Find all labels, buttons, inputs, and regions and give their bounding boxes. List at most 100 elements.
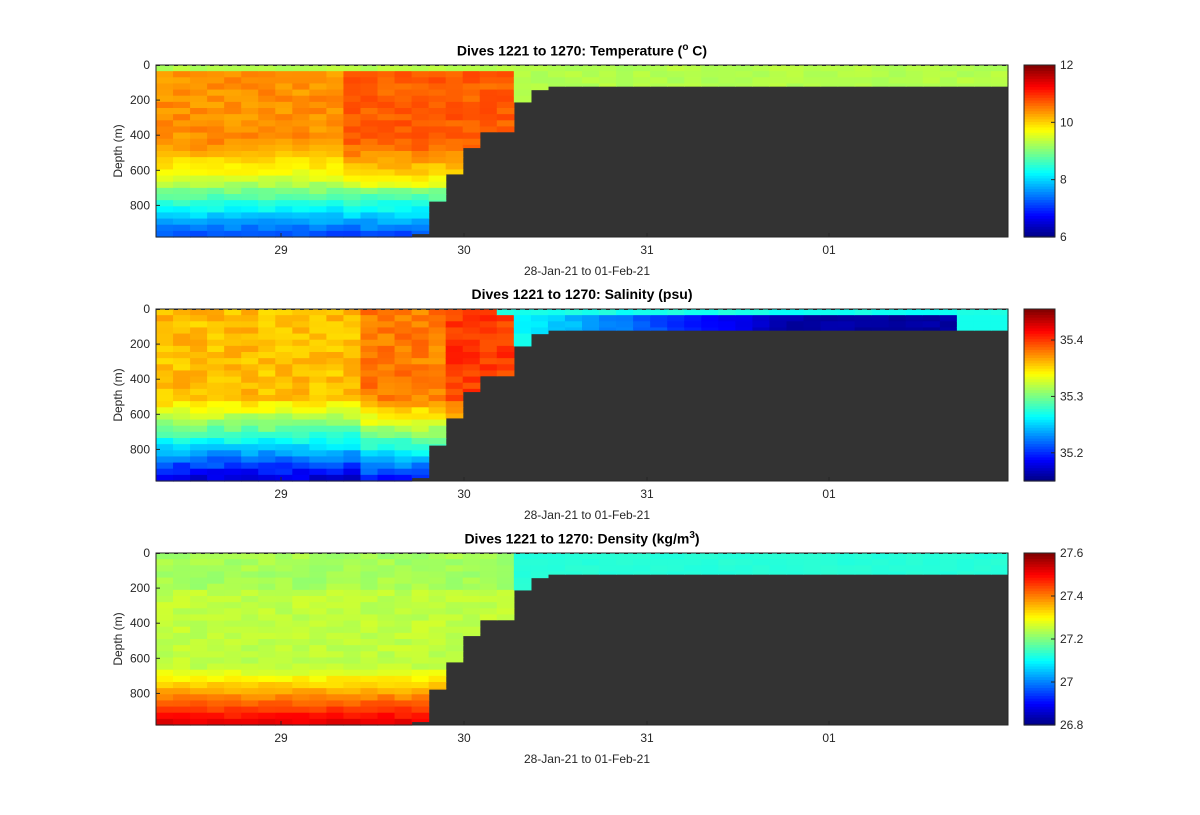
heatmap-cell	[360, 639, 379, 646]
heatmap-cell	[241, 309, 259, 316]
heatmap-cell	[292, 474, 310, 482]
heatmap-cell	[309, 675, 327, 683]
heatmap-cell	[309, 218, 327, 226]
heatmap-cell	[190, 596, 208, 603]
colorbar-step	[1024, 378, 1055, 383]
heatmap-cell	[258, 132, 276, 140]
heatmap-cell	[241, 413, 259, 421]
heatmap-cell	[309, 101, 327, 109]
heatmap-cell	[173, 602, 191, 609]
heatmap-cell	[462, 583, 481, 591]
colorbar-step	[1024, 446, 1055, 450]
heatmap-cell	[394, 639, 413, 646]
heatmap-cell	[224, 401, 242, 408]
heatmap-cell	[394, 553, 413, 560]
heatmap-cell	[275, 688, 293, 695]
heatmap-cell	[939, 553, 958, 560]
heatmap-cell	[309, 596, 327, 603]
heatmap-cell	[309, 114, 327, 121]
heatmap-cell	[513, 315, 532, 322]
heatmap-cell	[684, 565, 702, 573]
heatmap-cell	[360, 632, 379, 640]
colorbar-step	[1024, 191, 1055, 195]
heatmap-cell	[411, 602, 430, 609]
heatmap-cell	[462, 614, 481, 622]
heatmap-cell	[803, 71, 822, 78]
heatmap-cell	[207, 309, 225, 316]
heatmap-cell	[513, 565, 532, 573]
heatmap-cell	[394, 444, 413, 451]
heatmap-cell	[837, 83, 856, 87]
heatmap-cell	[394, 206, 413, 214]
colorbar-step	[1024, 400, 1055, 404]
heatmap-cell	[207, 431, 225, 439]
heatmap-cell	[156, 657, 174, 665]
heatmap-cell	[582, 327, 600, 331]
heatmap-cell	[956, 315, 975, 322]
heatmap-cell	[360, 571, 379, 579]
colorbar-frame	[1023, 64, 1056, 238]
heatmap-cell	[156, 151, 174, 158]
heatmap-cell	[786, 77, 805, 85]
heatmap-cell	[292, 382, 310, 390]
heatmap-cell	[752, 71, 771, 78]
heatmap-cell	[530, 321, 549, 329]
heatmap-cell	[207, 571, 225, 579]
heatmap-cell	[411, 712, 430, 720]
heatmap-cell	[292, 626, 310, 634]
heatmap-cell	[360, 577, 379, 585]
colorbar-tick-label: 26.8	[1060, 718, 1084, 732]
heatmap-cell	[360, 71, 379, 78]
heatmap-cell	[479, 608, 498, 616]
heatmap-cell	[990, 553, 1009, 560]
heatmap-cell	[445, 120, 464, 128]
heatmap-cell	[377, 700, 396, 708]
heatmap-cell	[343, 65, 362, 72]
heatmap-cell	[360, 194, 379, 201]
heatmap-cell	[888, 571, 907, 575]
heatmap-cell	[309, 95, 327, 103]
heatmap-cell	[343, 364, 362, 372]
heatmap-cell	[343, 468, 362, 476]
colorbar-step	[1024, 472, 1055, 477]
heatmap-cell	[275, 114, 293, 121]
heatmap-cell	[752, 83, 771, 87]
y-axis-label: Depth (m)	[111, 124, 125, 177]
heatmap-cell	[820, 77, 839, 85]
heatmap-cell	[394, 212, 413, 220]
colorbar-step	[1024, 577, 1055, 581]
heatmap-cell	[445, 132, 464, 140]
heatmap-cell	[258, 682, 276, 689]
colorbar-step	[1024, 134, 1055, 139]
heatmap-cell	[173, 596, 191, 603]
heatmap-cell	[173, 206, 191, 214]
heatmap-cell	[462, 589, 481, 597]
heatmap-cell	[156, 577, 174, 585]
heatmap-cell	[394, 358, 413, 365]
colorbar-step	[1024, 574, 1055, 578]
heatmap-cell	[820, 559, 839, 566]
heatmap-cell	[394, 352, 413, 359]
heatmap-cell	[428, 309, 447, 316]
heatmap-cell	[394, 682, 413, 689]
heatmap-cell	[275, 712, 293, 720]
heatmap-cell	[428, 95, 447, 103]
heatmap-cell	[156, 438, 174, 445]
heatmap-cell	[547, 327, 566, 331]
heatmap-cell	[241, 663, 259, 671]
heatmap-cell	[377, 571, 396, 579]
colorbar-step	[1024, 464, 1055, 469]
heatmap-cell	[377, 151, 396, 158]
heatmap-cell	[990, 565, 1009, 573]
colorbar-step	[1024, 571, 1055, 576]
heatmap-cell	[292, 596, 310, 603]
heatmap-cell	[496, 608, 515, 616]
heatmap-cell	[599, 65, 617, 72]
heatmap-cell	[292, 364, 310, 372]
heatmap-cell	[462, 608, 481, 616]
heatmap-cell	[428, 444, 447, 446]
heatmap-cell	[258, 77, 276, 85]
heatmap-cell	[667, 553, 685, 560]
heatmap-cell	[377, 614, 396, 622]
